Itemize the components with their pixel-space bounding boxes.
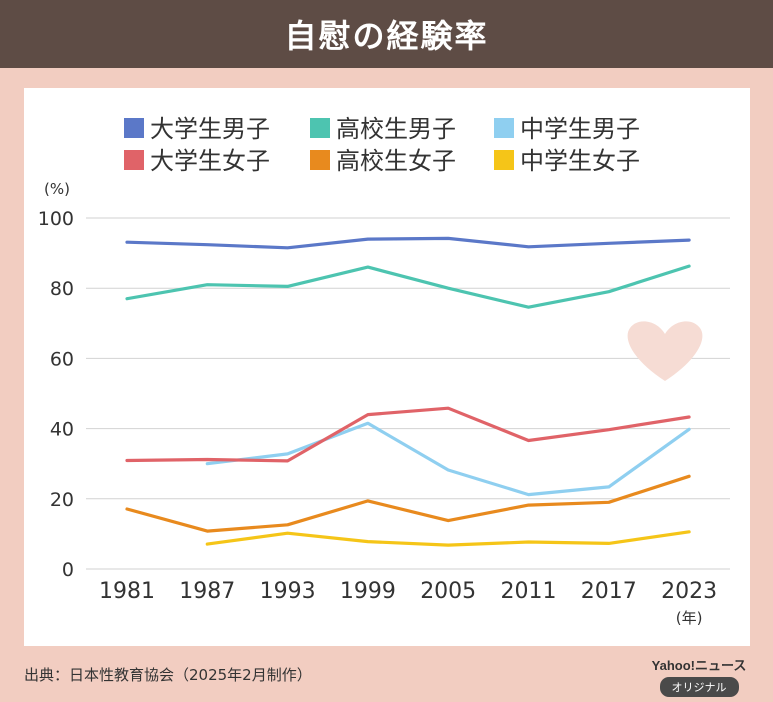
series-line (125, 406, 691, 463)
brand-tag: オリジナル (659, 677, 739, 697)
y-tick-label: 0 (62, 559, 74, 581)
legend-label: 中学生女子 (520, 147, 640, 175)
grid (86, 217, 730, 570)
legend-swatch (310, 150, 330, 170)
series-line (125, 264, 691, 309)
chart-card: 大学生男子 高校生男子 中学生男子大学生女子 高校生女子 中学生女子 0 20 40 60 80… (24, 88, 750, 646)
x-axis-unit: (年) (676, 609, 703, 627)
legend-label: 高校生男子 (336, 115, 456, 143)
x-tick-label: 2023 (661, 579, 717, 604)
brand-name: Yahoo!ニュース (651, 658, 747, 673)
x-tick-label: 1999 (340, 579, 396, 604)
legend-label: 高校生女子 (336, 147, 456, 175)
y-tick-label: 20 (50, 489, 74, 511)
axes-labels: 0 20 40 60 80 100 (%) 1981 1987 1993 1999 2005 2011 2… (38, 180, 717, 627)
legend-swatch (124, 150, 144, 170)
y-tick-label: 80 (50, 278, 74, 300)
legend-label: 中学生男子 (520, 115, 640, 143)
legend-swatch (310, 118, 330, 138)
page-title: 自慰の経験率 (284, 17, 489, 55)
legend-label: 大学生女子 (150, 147, 270, 175)
y-tick-label: 40 (50, 419, 74, 441)
x-tick-label: 2005 (420, 579, 476, 604)
x-tick-label: 1987 (179, 579, 235, 604)
legend-label: 大学生男子 (150, 115, 270, 143)
x-tick-label: 2017 (581, 579, 637, 604)
x-tick-label: 1993 (260, 579, 316, 604)
series-lines (125, 236, 691, 547)
brand-logo: Yahoo!ニュース オリジナル (649, 655, 749, 697)
x-tick-label: 2011 (501, 579, 557, 604)
y-tick-label: 100 (38, 208, 74, 230)
title-bar: 自慰の経験率 (0, 0, 773, 68)
series-line (125, 236, 691, 250)
legend-swatch (494, 150, 514, 170)
series-line (205, 530, 691, 547)
legend-swatch (494, 118, 514, 138)
y-tick-label: 60 (50, 348, 74, 370)
heart-decoration (627, 321, 703, 381)
x-tick-label: 1981 (99, 579, 155, 604)
source-credit: 出典：日本性教育協会（2025年2月制作） (24, 666, 312, 684)
y-axis-unit: (%) (44, 180, 70, 198)
heart-icon (627, 321, 703, 381)
legend-swatch (124, 118, 144, 138)
series-line (205, 421, 691, 497)
series-line (125, 474, 691, 533)
